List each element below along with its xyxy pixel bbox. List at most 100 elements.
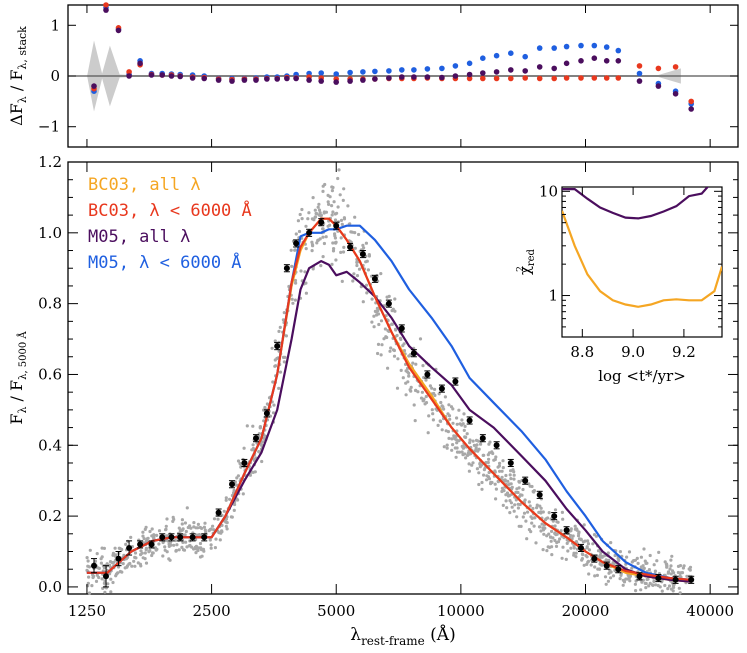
photometry-point [142,537,146,541]
photometry-point [271,411,276,415]
stack-point [466,417,473,424]
photometry-point [478,462,482,466]
residual-point-m05_all [293,75,299,82]
photometry-point [144,561,149,565]
photometry-point [574,551,578,555]
residual-point-m05_all [615,58,622,64]
photometry-point [334,241,338,245]
photometry-point [340,279,344,283]
photometry-point [306,217,310,221]
photometry-point [606,579,611,583]
photometry-point [395,386,400,390]
photometry-point [508,510,512,515]
photometry-point [124,542,128,547]
photometry-point [86,564,90,568]
photometry-point [455,422,459,426]
photometry-point [396,357,400,361]
photometry-point [272,403,276,407]
residual-point-bc03_short [508,75,514,82]
photometry-point [475,443,479,447]
photometry-point [287,284,291,289]
residual-point-m05_short [508,50,514,56]
photometry-point [431,412,435,416]
photometry-point [102,546,106,551]
photometry-point [111,580,115,585]
photometry-point [576,534,581,538]
residual-point-m05_all [215,77,222,83]
photometry-point [463,424,467,428]
photometry-point [330,213,334,217]
stack-point [115,555,122,562]
photometry-point [522,511,527,515]
inset-x-tick-label: 9.2 [672,343,696,361]
photometry-point [316,205,320,209]
photometry-point [297,229,302,234]
stack-point [283,265,290,272]
photometry-point [304,224,308,228]
photometry-point [656,583,660,588]
photometry-point [678,574,682,578]
residual-point-bc03_short [591,75,598,81]
photometry-point [99,561,103,565]
sed-y-label: Fλ / Fλ, 5000 Å [7,331,29,425]
photometry-point [101,586,105,591]
photometry-point [330,262,334,266]
photometry-point [332,200,336,204]
stack-point [333,222,340,229]
photometry-point [611,574,616,578]
stack-point [359,251,366,258]
photometry-point [617,558,621,563]
photometry-point [393,297,397,301]
photometry-point [571,534,575,538]
photometry-point [87,591,92,595]
stack-point [493,442,500,449]
photometry-point [582,523,586,527]
photometry-point [532,524,536,528]
photometry-point [330,189,334,193]
stack-point [347,244,354,250]
photometry-point [550,529,554,534]
photometry-point [218,538,222,542]
photometry-point [212,517,217,521]
photometry-point [87,575,91,579]
stack-point [103,573,109,580]
photometry-point [528,484,532,488]
photometry-point [270,346,274,350]
photometry-point [300,217,304,221]
photometry-point [117,546,121,550]
photometry-point [470,463,474,467]
photometry-point [338,193,342,197]
photometry-point [379,272,383,276]
residual-point-m05_short [347,69,353,76]
inset-y-label-sub: red [526,248,537,266]
photometry-point [596,549,601,553]
inset-y-label: χ2red [516,248,537,275]
residual-y-tick-label: 1 [50,16,60,34]
sed-x-label: λrest-frame (Å) [350,624,455,648]
sed-y-label-mid: / F [7,380,26,407]
photometry-point [395,333,399,338]
photometry-point [555,520,559,524]
photometry-point [236,459,241,463]
photometry-point [310,249,314,253]
stack-point [126,545,133,551]
photometry-point [167,544,171,549]
photometry-point [324,210,328,214]
photometry-point [669,572,673,576]
photometry-point [102,566,106,570]
photometry-point [216,517,220,521]
photometry-point [342,217,347,221]
photometry-point [630,560,634,564]
residual-point-bc03_short [655,65,662,72]
photometry-point [143,557,147,561]
stack-point [241,460,248,466]
photometry-point [482,453,486,457]
photometry-point [353,215,357,219]
photometry-point [549,535,553,539]
photometry-point [440,428,444,432]
photometry-point [585,546,589,550]
stack-point [536,491,543,498]
inset-line-bc03_all [562,210,722,308]
stack-point [385,300,392,307]
stack-point [591,555,598,562]
